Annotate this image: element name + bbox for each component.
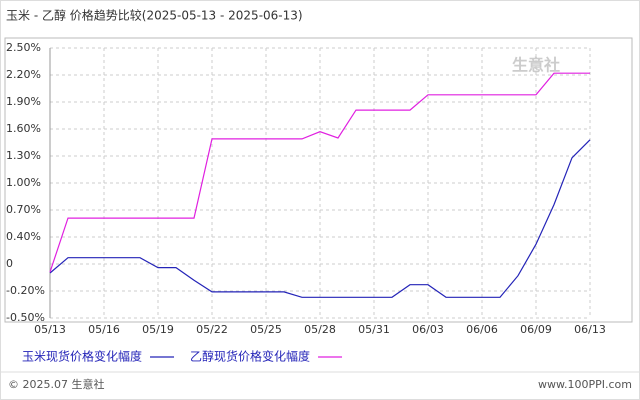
x-tick-label: 05/16 — [88, 323, 120, 336]
x-tick-label: 05/28 — [304, 323, 336, 336]
y-tick-label: 0.70% — [6, 203, 41, 216]
y-tick-label: 1.90% — [6, 95, 41, 108]
x-tick-label: 05/13 — [34, 323, 66, 336]
y-tick-label: 2.50% — [6, 41, 41, 54]
x-tick-label: 06/09 — [520, 323, 552, 336]
y-tick-label: 0 — [6, 257, 13, 270]
x-tick-label: 05/31 — [358, 323, 390, 336]
x-tick-label: 06/03 — [412, 323, 444, 336]
y-tick-label: 2.20% — [6, 68, 41, 81]
x-tick-label: 05/19 — [142, 323, 174, 336]
y-tick-label: -0.20% — [6, 284, 45, 297]
series-line — [49, 139, 591, 298]
x-tick-label: 06/13 — [574, 323, 606, 336]
y-tick-label: -0.50% — [6, 311, 45, 324]
x-tick-label: 05/25 — [250, 323, 282, 336]
legend-label: 玉米现货价格变化幅度 — [22, 349, 142, 364]
footer-left: © 2025.07 生意社 — [8, 377, 104, 391]
series-line — [49, 72, 590, 273]
footer-right: www.100PPI.com — [538, 378, 632, 391]
y-tick-label: 1.00% — [6, 176, 41, 189]
plot-frame — [4, 37, 633, 323]
x-tick-label: 05/22 — [196, 323, 228, 336]
y-tick-label: 1.30% — [6, 149, 41, 162]
y-tick-label: 0.40% — [6, 230, 41, 243]
watermark: 生意社 — [512, 56, 560, 75]
y-tick-label: 1.60% — [6, 122, 41, 135]
legend-label: 乙醇现货价格变化幅度 — [190, 349, 310, 364]
chart-title: 玉米 - 乙醇 价格趋势比较(2025-05-13 - 2025-06-13) — [6, 8, 303, 23]
x-tick-label: 06/06 — [466, 323, 498, 336]
